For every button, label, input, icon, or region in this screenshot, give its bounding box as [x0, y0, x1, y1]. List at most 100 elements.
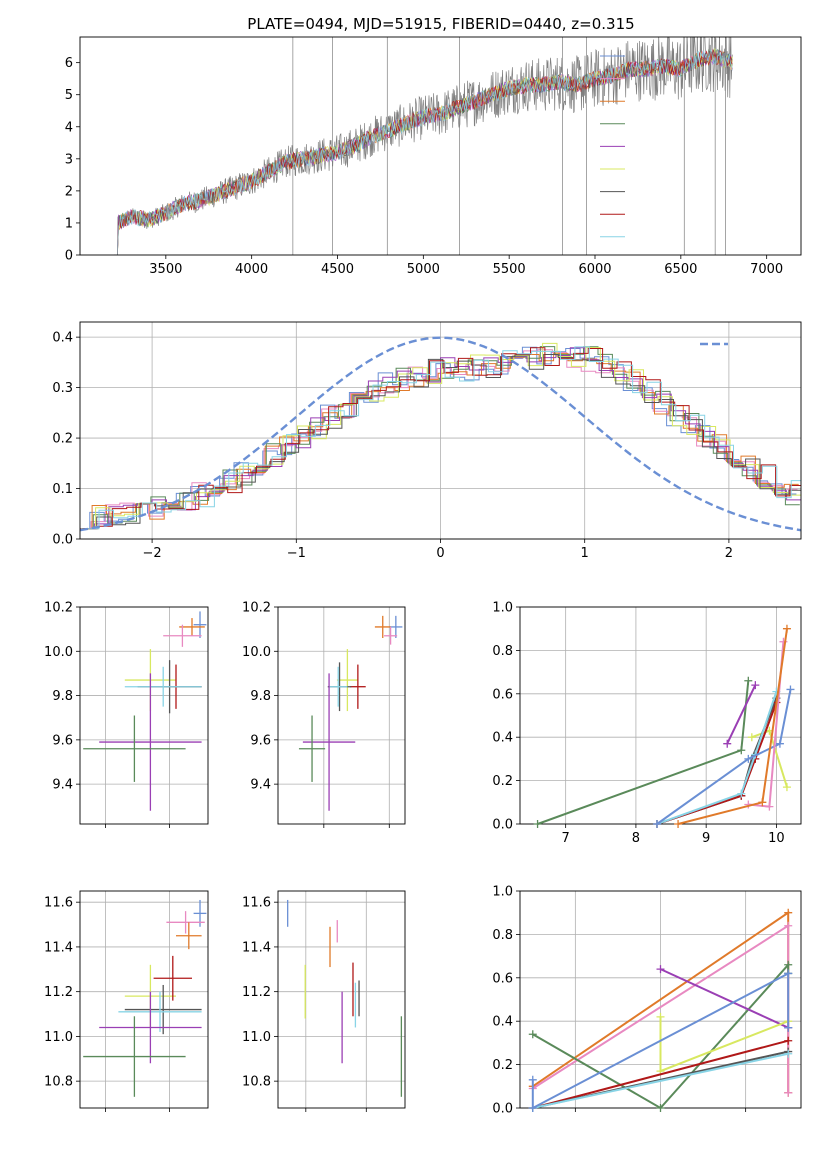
axes-frame [277, 606, 406, 825]
mass-weight-marker-kroupa-miles [784, 908, 793, 917]
x-tick-label: 1 [581, 546, 589, 561]
mass-weight-marker-salpeter-miles [784, 1088, 793, 1097]
axes-frame [519, 606, 802, 825]
mass-weight-marker-chabrier-elodie [784, 960, 793, 969]
axes-frame [79, 36, 802, 256]
y-tick-label: 10.0 [44, 645, 73, 660]
y-tick-label: 9.8 [250, 689, 271, 704]
axes-frame [79, 606, 209, 825]
x-tick-label: 3500 [149, 262, 182, 277]
mass-weight-line-salpeter-stelib [656, 702, 778, 825]
x-tick-label: 4000 [235, 262, 268, 277]
y-tick-label: 0.2 [492, 774, 513, 789]
x-tick-label: 0 [436, 546, 444, 561]
y-tick-label: 11.6 [44, 896, 73, 911]
plot-area [298, 615, 403, 811]
mass-weight-line-chabrier-miles [531, 971, 790, 1110]
plot-area [80, 336, 801, 532]
mass-weight-marker-chabrier-miles [528, 1075, 537, 1084]
y-tick-label: 10.8 [44, 1075, 73, 1090]
y-tick-label: 0.0 [492, 1102, 513, 1117]
y-tick-label: 6 [65, 56, 73, 71]
y-tick-label: 4 [65, 120, 73, 135]
mass-weight-marker-kroupa-stelib [784, 1049, 793, 1058]
y-tick-label: 10.0 [242, 645, 271, 660]
y-tick-label: 9.8 [52, 689, 73, 704]
x-tick-label: 7 [562, 831, 570, 846]
residual-histogram-salpeter-elodie [80, 347, 801, 530]
y-tick-label: 10.2 [44, 601, 73, 616]
y-tick-label: 1.0 [492, 601, 513, 616]
y-tick-label: 11.4 [242, 940, 271, 955]
y-tick-label: 11.0 [242, 1030, 271, 1045]
plot-area [83, 899, 207, 1097]
figure-title: PLATE=0494, MJD=51915, FIBERID=0440, z=0… [247, 15, 634, 33]
y-tick-label: 10.8 [242, 1075, 271, 1090]
mass-weight-marker-salpeter-miles [784, 921, 793, 930]
y-tick-label: 10.2 [242, 601, 271, 616]
mass-weight-line-chabrier-miles [656, 689, 792, 825]
age-vs-metallicity-panel: 9.4 9.6 9.8 10.0 10.2 [44, 601, 209, 828]
y-tick-label: 0.6 [492, 687, 513, 702]
y-tick-label: 0.0 [52, 533, 73, 548]
age-vs-mass-panel: 9.4 9.6 9.8 10.0 10.2 [242, 601, 406, 828]
y-tick-label: 0.3 [52, 381, 73, 396]
mass-weight-vs-metallicity-panel: 0.0 0.2 0.4 0.6 0.8 1.0 [492, 885, 802, 1117]
model-spectrum-line-kroupa-stelib [114, 48, 733, 255]
plot-area [287, 899, 403, 1097]
mass-weight-marker-chabrier-miles [784, 969, 793, 978]
residual-histogram-chabrier-stelib [82, 354, 801, 530]
x-tick-label: 4500 [321, 262, 354, 277]
x-tick-label: 7000 [750, 262, 783, 277]
y-tick-label: 0.4 [492, 731, 513, 746]
mass-weight-line-salpeter-stelib [532, 1039, 789, 1109]
mass-weight-marker-chabrier-miles [528, 1104, 537, 1112]
x-tick-label: 10 [768, 831, 785, 846]
mass-weight-marker-kroupa-stelib [737, 789, 746, 798]
spectrum-panel: 3500 4000 4500 5000 5500 6000 6500 7000 0 1 2 3 4 5 6 [65, 36, 802, 277]
mass-vs-extinction-panel: 10.8 11.0 11.2 11.4 11.6 [242, 890, 406, 1112]
x-tick-label: 9 [702, 831, 710, 846]
grid-lines [520, 606, 801, 825]
axes-frame [79, 890, 209, 1109]
y-tick-label: 11.2 [44, 985, 73, 1000]
residual-histogram-kroupa-elodie [81, 342, 801, 530]
axes-frame [277, 890, 406, 1109]
y-tick-label: 0.6 [492, 971, 513, 986]
y-tick-label: 9.6 [250, 733, 271, 748]
grid-lines [80, 891, 208, 1108]
normal-distribution-curve [80, 336, 801, 532]
y-tick-label: 1 [65, 216, 73, 231]
y-tick-label: 11.6 [242, 896, 271, 911]
x-tick-label: 6500 [664, 262, 697, 277]
grid-lines [278, 606, 405, 824]
mass-weight-marker-salpeter-elodie [656, 965, 665, 974]
x-tick-label: 5000 [407, 262, 440, 277]
y-tick-label: 3 [65, 152, 73, 167]
x-tick-label: −1 [287, 546, 306, 561]
mass-weight-marker-chabrier-elodie [656, 1104, 665, 1112]
mass-weight-marker-chabrier-elodie [528, 1030, 537, 1039]
mass-weight-marker-kroupa-elodie [782, 783, 791, 792]
mass-weight-line-salpeter-elodie [726, 684, 757, 745]
mass-weight-marker-chabrier-miles [744, 754, 753, 763]
mass-weight-marker-kroupa-miles [674, 820, 683, 828]
y-tick-label: 0.1 [52, 482, 73, 497]
y-tick-label: 0.4 [52, 331, 73, 346]
y-tick-label: 0.2 [492, 1058, 513, 1073]
y-tick-label: 9.4 [250, 778, 271, 793]
mass-weight-marker-chabrier-miles [786, 685, 795, 694]
mass-weight-marker-salpeter-miles [765, 802, 774, 811]
mass-weight-line-chabrier-elodie [532, 962, 790, 1110]
axes-frame [79, 321, 802, 540]
x-tick-label: 6000 [578, 262, 611, 277]
y-tick-label: 9.6 [52, 733, 73, 748]
y-tick-label: 0.0 [492, 818, 513, 833]
mass-weight-marker-kroupa-elodie [656, 1012, 665, 1021]
mass-weight-marker-chabrier-elodie [744, 676, 753, 685]
mass-weight-marker-chabrier-miles [784, 1023, 793, 1032]
mass-weight-marker-salpeter-elodie [723, 739, 732, 748]
mass-weight-marker-chabrier-miles [775, 739, 784, 748]
mass-weight-line-kroupa-elodie [659, 1016, 789, 1073]
